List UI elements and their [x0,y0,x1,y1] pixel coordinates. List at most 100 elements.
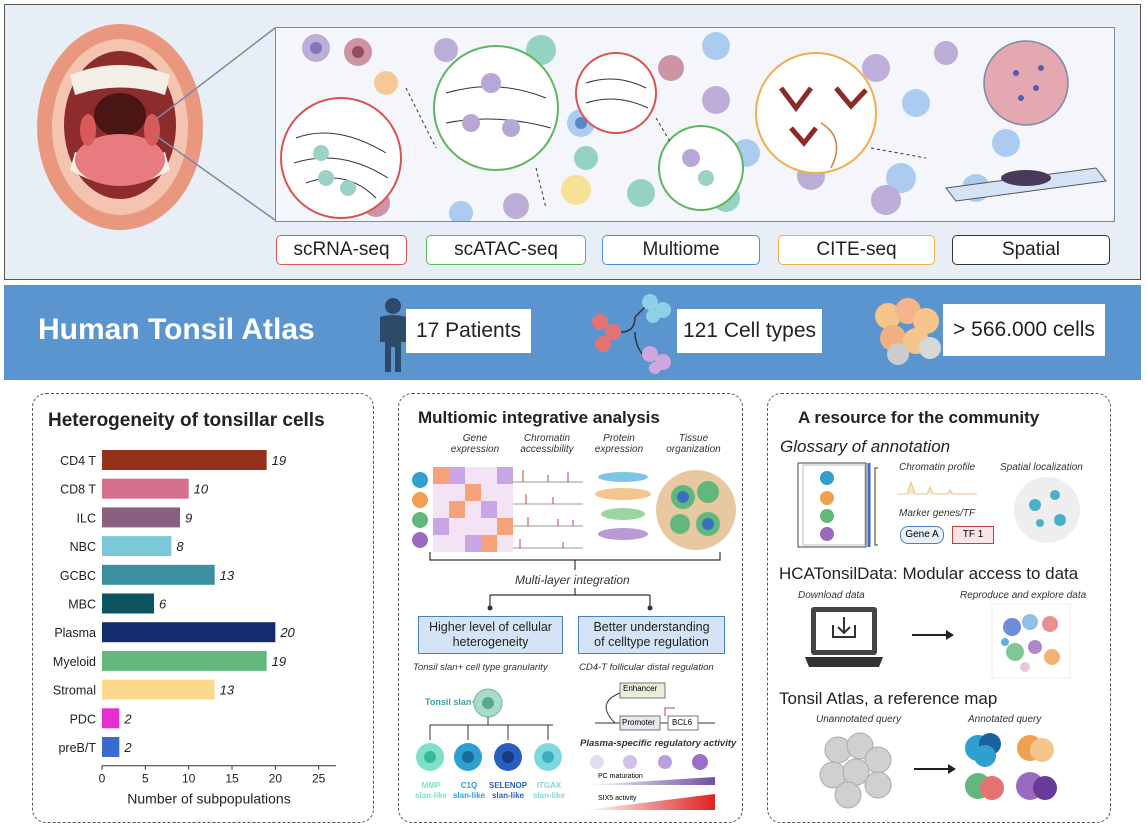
technique-scatac: scATAC-seq [426,235,586,265]
value-label: 19 [272,654,286,669]
reproduce-label: Reproduce and explore data [960,590,1087,601]
enhancer-diagram [595,682,715,731]
category-label: preB/T [58,741,96,755]
value-label: 9 [185,510,192,525]
bar [102,737,120,757]
bar [102,536,172,557]
cell-types-icon [592,294,671,374]
category-label: MBC [68,598,96,612]
cells-cluster-icon [875,298,941,365]
bar [102,564,215,585]
x-tick-label: 10 [182,772,196,786]
subtype-mmp: MMP slan-like [414,781,447,800]
six5-activity: SIX5 activity [598,795,637,802]
value-label: 10 [194,482,209,497]
connector-lines [154,27,276,221]
gene-label: BCL6 [672,718,693,727]
bar [102,622,276,643]
laptop-icon [805,607,883,667]
arrow-to-explore [912,630,954,640]
bar [102,507,180,528]
marker-genes-label: Marker genes/TF [899,508,976,519]
category-label: ILC [77,511,96,525]
category-label: GCBC [60,569,96,583]
annotated-cells [965,733,1057,800]
umap-plot [991,603,1071,679]
gene-a-chip: Gene A [900,526,944,544]
multiomic-illustrations [412,467,736,552]
hca-title: HCATonsilData: Modular access to data [779,564,1079,583]
value-label: 2 [123,740,132,755]
category-label: Stromal [53,684,96,698]
stat-patients: 17 Patients [406,309,531,353]
enhancer-label: Enhancer [623,684,658,693]
col-label-gene: Gene expression [450,433,500,455]
tf1-chip: TF 1 [952,526,994,544]
bar [102,679,215,700]
box-heterogeneity: Higher level of cellular heterogeneity [418,616,563,654]
bar [102,593,154,614]
slan-tree [416,688,562,771]
unannotated-cells [819,732,892,809]
value-label: 13 [220,568,235,583]
plasma-activity [585,754,715,810]
value-label: 13 [220,683,235,698]
chromatin-profile-plot [897,480,977,495]
value-label: 19 [272,453,286,468]
x-tick-label: 20 [269,772,283,786]
subtype-c1q: C1Q slan-like [452,781,485,800]
cells-illustration [280,32,1107,221]
value-label: 20 [279,625,295,640]
category-label: NBC [70,540,96,554]
x-tick-label: 0 [99,772,106,786]
category-label: Myeloid [53,655,96,669]
stat-cell-types: 121 Cell types [677,309,822,353]
x-axis-label: Number of subpopulations [127,791,290,807]
subtype-selenop: SELENOP slan-like [488,781,528,800]
x-tick-label: 25 [312,772,326,786]
value-label: 6 [159,597,167,612]
subtype-itgax: ITGAX slan-like [532,781,565,800]
x-tick-label: 15 [225,772,239,786]
integration-bracket [429,552,721,611]
x-tick-label: 5 [142,772,149,786]
person-icon [380,298,406,372]
value-label: 8 [176,539,184,554]
caption-slan: Tonsil slan+ cell type granularity [413,662,548,673]
category-label: CD8 T [60,483,96,497]
stat-cells: > 566.000 cells [943,304,1105,356]
panel3-title: A resource for the community [798,408,1040,427]
chromatin-profile-label: Chromatin profile [899,462,976,473]
slan-label: Tonsil slan+ [425,697,477,707]
panel1-title: Heterogeneity of tonsillar cells [48,410,325,431]
value-label: 2 [123,711,132,726]
integration-label: Multi-layer integration [515,573,630,587]
glossary-book [797,462,878,548]
promoter-label: Promoter [622,718,655,727]
caption-cd4t: CD4-T follicular distal regulation [579,662,714,673]
col-label-protein: Protein expression [594,433,644,455]
reference-title: Tonsil Atlas, a reference map [779,689,998,708]
col-label-chromatin: Chromatin accessibility [520,433,574,455]
pc-maturation: PC maturation [598,773,643,780]
category-label: CD4 T [60,454,96,468]
bar [102,478,189,499]
box-regulation: Better understanding of celltype regulat… [578,616,725,654]
bar [102,708,120,729]
unannotated-label: Unannotated query [816,714,902,725]
banner-title: Human Tonsil Atlas [38,313,315,346]
bar [102,450,267,470]
col-label-tissue: Tissue organization [666,433,721,455]
category-label: Plasma [54,626,96,640]
technique-spatial: Spatial [952,235,1110,265]
annotated-label: Annotated query [968,714,1042,725]
category-label: PDC [70,712,96,726]
panel2-title: Multiomic integrative analysis [418,408,660,427]
mouth-illustration [37,24,203,230]
bar [102,650,267,671]
technique-scrna: scRNA-seq [276,235,407,265]
spatial-plot [1014,477,1080,543]
glossary-title: Glossary of annotation [780,437,951,456]
